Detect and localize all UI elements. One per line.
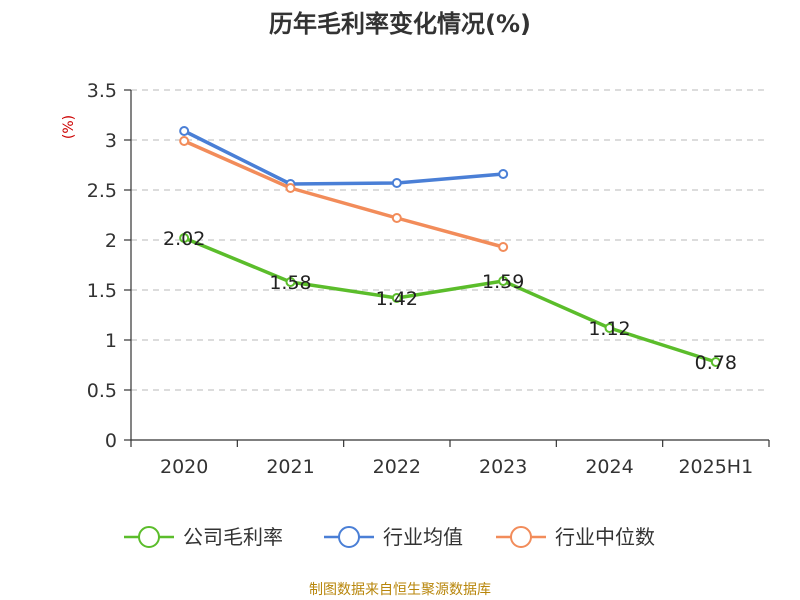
series-0 <box>179 233 721 367</box>
legend-label: 行业均值 <box>383 525 463 549</box>
data-point <box>498 276 509 286</box>
data-label: 1.59 <box>482 271 524 293</box>
data-label: 0.78 <box>695 352 737 374</box>
y-tick-label: 0.5 <box>87 380 117 402</box>
data-point <box>179 136 190 146</box>
x-tick-label: 2024 <box>585 456 633 478</box>
data-point <box>498 169 509 179</box>
source-note: 制图数据来自恒生聚源数据库 <box>309 582 491 598</box>
y-tick-label: 2 <box>105 230 117 252</box>
data-point <box>391 178 402 188</box>
x-tick-label: 2025H1 <box>678 456 753 478</box>
data-point <box>710 357 721 367</box>
series-2 <box>179 136 509 252</box>
data-point <box>179 126 190 136</box>
series-line <box>183 129 504 186</box>
legend-item[interactable]: 行业中位数 <box>496 525 655 549</box>
data-label: 1.42 <box>376 288 418 310</box>
legend-marker <box>510 526 532 548</box>
chart-title: 历年毛利率变化情况(%) <box>269 10 531 38</box>
legend-item[interactable]: 公司毛利率 <box>124 525 283 549</box>
data-label: 2.02 <box>163 228 205 250</box>
x-tick-label: 2020 <box>160 456 208 478</box>
y-axis-label: (%) <box>61 115 77 139</box>
series-line <box>183 139 504 249</box>
data-point <box>391 293 402 303</box>
y-tick-label: 0 <box>105 430 117 452</box>
series-layer <box>179 126 721 367</box>
x-tick-label: 2021 <box>266 456 314 478</box>
gridlines <box>131 89 769 391</box>
x-tick-label: 2022 <box>373 456 421 478</box>
legend-marker <box>138 526 160 548</box>
data-label: 1.12 <box>588 318 630 340</box>
y-tick-label: 3.5 <box>87 80 117 102</box>
legend-marker <box>338 526 360 548</box>
data-labels: 2.02 1.58 1.42 1.59 1.12 0.78 <box>163 228 737 374</box>
data-point <box>179 233 190 243</box>
axes: 0 0.5 1 1.5 2 2.5 3 3.5 2020 2021 2022 2023 2024 2025… <box>87 80 770 478</box>
series-1 <box>179 126 509 189</box>
y-tick-label: 3 <box>105 130 117 152</box>
legend-item[interactable]: 行业均值 <box>324 525 463 549</box>
data-point <box>285 277 296 287</box>
data-point <box>604 323 615 333</box>
data-point <box>391 213 402 223</box>
y-tick-label: 1.5 <box>87 280 117 302</box>
data-point <box>285 183 296 193</box>
legend-label: 公司毛利率 <box>183 525 283 549</box>
data-label: 1.58 <box>269 272 311 294</box>
y-tick-label: 2.5 <box>87 180 117 202</box>
x-tick-label: 2023 <box>479 456 527 478</box>
data-point <box>498 242 509 252</box>
y-tick-label: 1 <box>105 330 117 352</box>
legend: 公司毛利率 行业均值 行业中位数 <box>124 525 655 549</box>
legend-label: 行业中位数 <box>555 525 655 549</box>
series-line <box>183 236 717 364</box>
